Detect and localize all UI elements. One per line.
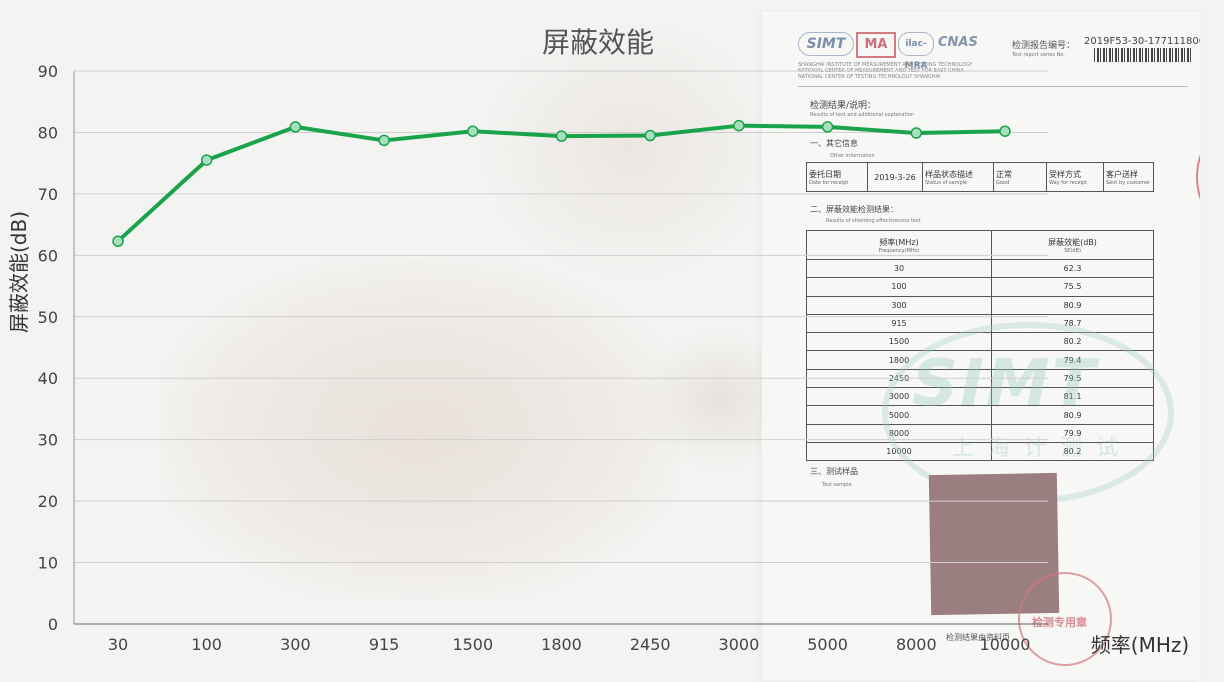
y-tick-label: 60 — [38, 246, 58, 265]
section-test-sample-en: Test sample — [822, 482, 852, 488]
results-heading: 检测结果/说明： — [810, 101, 877, 111]
y-axis-label: 屏蔽效能(dB) — [7, 211, 31, 333]
cnas-logo: CNAS — [938, 35, 978, 50]
section-se-results: 二、屏蔽效能检测结果： — [810, 205, 898, 214]
x-tick-label: 1500 — [452, 635, 493, 654]
x-tick-label: 100 — [191, 635, 222, 654]
divider — [798, 86, 1188, 87]
x-tick-label: 3000 — [719, 635, 760, 654]
table-row: 300 80.9 — [806, 295, 1154, 315]
x-tick-label: 30 — [108, 635, 128, 654]
x-tick-label: 8000 — [896, 635, 937, 654]
data-point — [289, 121, 302, 133]
y-tick-label: 30 — [38, 431, 58, 450]
chart-title: 屏蔽效能 — [542, 26, 654, 59]
ilac-mra-logo: ilac-MRA — [898, 32, 934, 71]
footer-note: 检测结果由资料页 — [946, 633, 1010, 642]
data-point — [555, 130, 568, 142]
data-point — [200, 154, 213, 166]
barcode — [1094, 48, 1192, 62]
section-other-info: 一、其它信息 — [810, 139, 858, 148]
info-table: 委托日期 Date for receipt 2019-3-26 样品状态描述 Sta… — [806, 162, 1154, 192]
y-tick-label: 90 — [38, 62, 58, 81]
section-test-sample: 三、测试样品 — [810, 467, 858, 476]
data-point — [821, 121, 834, 133]
data-point — [999, 125, 1011, 137]
y-tick-label: 10 — [38, 554, 58, 573]
section-other-info-en: Other information — [830, 153, 875, 159]
report-number-label-en: Test report series No. — [1012, 52, 1065, 58]
y-tick-label: 0 — [48, 615, 58, 634]
y-tick-label: 40 — [38, 369, 58, 388]
data-point — [644, 129, 656, 142]
y-axis-ticks: 0 10 20 30 40 50 60 70 80 90 — [38, 62, 58, 634]
seal-text: 检测专用章 — [1032, 616, 1087, 629]
data-point — [112, 235, 124, 247]
x-tick-label: 2450 — [630, 635, 671, 654]
background-shape — [480, 20, 780, 280]
x-tick-label: 1800 — [541, 635, 582, 654]
series-line — [116, 123, 1006, 243]
x-tick-label: 915 — [369, 635, 400, 654]
x-tick-label: 10000 — [980, 635, 1031, 654]
table-row: 100 75.5 — [806, 277, 1154, 297]
data-point — [378, 134, 390, 147]
ma-logo: MA — [856, 32, 896, 58]
y-tick-label: 20 — [38, 492, 58, 511]
data-point — [467, 125, 479, 137]
y-tick-label: 50 — [38, 308, 58, 327]
y-tick-label: 70 — [38, 185, 58, 204]
data-point — [733, 119, 745, 132]
series-group — [112, 119, 1011, 247]
y-tick-label: 80 — [38, 123, 58, 142]
results-heading-en: Results of test and additional explanati… — [810, 112, 915, 118]
x-tick-label: 5000 — [807, 635, 848, 654]
report-number-label: 检测报告编号： — [1012, 41, 1076, 51]
report-number: 2019F53-30-1771118003 — [1084, 36, 1200, 47]
x-tick-label: 300 — [280, 635, 311, 654]
seal-stamp — [1018, 572, 1112, 666]
x-axis-ticks: 30 100 300 915 1500 1800 2450 3000 5000 8000 10000 — [108, 635, 1031, 654]
watermark-text: SIMT — [912, 347, 1098, 421]
data-point — [910, 127, 923, 139]
simt-logo: SIMT — [798, 32, 854, 56]
section-se-results-en: Results of shielding effectiveness test — [826, 218, 921, 224]
x-axis-label: 频率(MHz) — [1091, 633, 1189, 657]
